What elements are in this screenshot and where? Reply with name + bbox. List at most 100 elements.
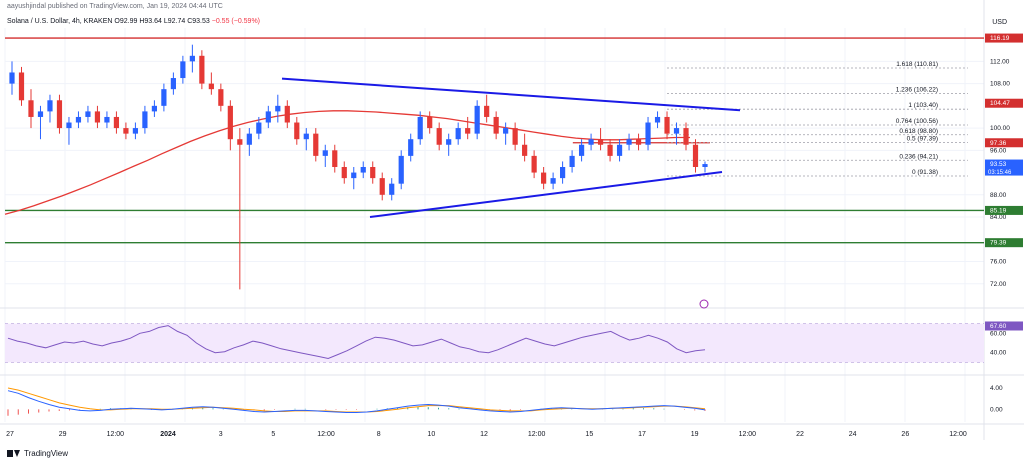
fib-level-label: 0.764 (100.56) — [896, 118, 938, 125]
time-axis-tick: 12:00 — [317, 431, 335, 438]
price-axis-tick: 72.00 — [990, 281, 1007, 288]
price-axis-tick: 76.00 — [990, 259, 1007, 266]
candle-body — [341, 167, 347, 179]
candle-body — [351, 172, 357, 179]
time-axis-tick: 17 — [638, 431, 646, 438]
candle-body — [427, 116, 433, 129]
fib-level-label: 0.236 (94.21) — [899, 153, 938, 160]
time-axis-tick: 27 — [6, 431, 14, 438]
tradingview-footer[interactable]: TradingView — [7, 449, 68, 458]
time-axis-tick: 24 — [849, 431, 857, 438]
time-axis-tick: 8 — [377, 431, 381, 438]
time-axis-tick: 12 — [480, 431, 488, 438]
symbol-name[interactable]: Solana / U.S. Dollar, 4h, KRAKEN — [7, 18, 113, 25]
time-axis-tick: 12:00 — [949, 431, 967, 438]
candle-body — [246, 133, 252, 145]
candle-body — [294, 122, 300, 140]
macd-axis-tick: 0.00 — [990, 406, 1003, 413]
candle-body — [123, 128, 129, 134]
candle-body — [588, 139, 594, 145]
publisher-header: aayushjindal published on TradingView.co… — [7, 3, 223, 10]
price-label-value: 104.47 — [990, 100, 1010, 107]
price-axis-tick: 84.00 — [990, 214, 1007, 221]
candle-body — [455, 128, 461, 140]
price-label-value: 97.36 — [990, 140, 1007, 147]
fib-level-label: 0.618 (98.80) — [899, 128, 938, 135]
macd-axis-tick: 4.00 — [990, 385, 1003, 392]
candle-body — [484, 105, 490, 117]
symbol-info: Solana / U.S. Dollar, 4h, KRAKEN O92.99 … — [7, 18, 260, 25]
candle-body — [275, 105, 281, 112]
candle-body — [541, 172, 547, 184]
time-axis-tick: 29 — [59, 431, 67, 438]
candle-body — [398, 155, 404, 184]
candle-body — [284, 105, 290, 123]
candle-body — [616, 144, 623, 156]
change-value: −0.55 (−0.59%) — [211, 18, 261, 25]
moving-average-line — [4, 110, 690, 215]
candle-body — [607, 144, 613, 156]
rsi-label-value: 67.60 — [990, 323, 1007, 330]
candle-body — [256, 122, 262, 134]
price-label-value: 79.39 — [990, 240, 1007, 247]
candle-body — [265, 111, 271, 123]
rsi-band — [5, 323, 984, 363]
candle-body — [322, 150, 328, 156]
candle-body — [503, 128, 509, 134]
time-axis-tick: 15 — [585, 431, 593, 438]
trendline — [369, 171, 723, 219]
candle-body — [151, 105, 157, 112]
candle-body — [560, 167, 566, 179]
time-axis-tick: 12:00 — [528, 431, 546, 438]
candle-body — [635, 139, 642, 145]
candle-body — [550, 178, 556, 184]
candle-body — [113, 116, 120, 129]
candle-body — [683, 128, 689, 145]
price-label-tag — [985, 238, 1023, 248]
candle-body — [37, 111, 44, 117]
close-value: C93.53 — [187, 18, 210, 25]
trendline — [281, 77, 741, 112]
fib-level-label: 0 (91.38) — [912, 169, 938, 176]
candle-body — [9, 72, 15, 84]
candle-body — [578, 144, 585, 156]
candle-body — [313, 133, 319, 156]
candle-body — [227, 105, 233, 140]
candle-body — [237, 139, 243, 145]
candle-body — [522, 144, 528, 156]
fib-level-label: 1.236 (106.22) — [896, 86, 938, 93]
candle-body — [436, 128, 442, 145]
time-axis-tick: 19 — [691, 431, 699, 438]
candle-body — [332, 150, 338, 167]
price-label-tag — [985, 33, 1023, 43]
candle-body — [170, 78, 176, 90]
candle-body — [189, 55, 195, 62]
open-value: O92.99 — [114, 18, 138, 25]
candle-body — [408, 139, 414, 156]
candle-body — [75, 116, 82, 123]
rsi-axis-tick: 40.00 — [990, 350, 1007, 357]
candle-body — [66, 122, 72, 129]
candle-body — [654, 116, 661, 123]
candle-body — [664, 116, 670, 134]
time-axis-tick: 10 — [427, 431, 435, 438]
candle-body — [28, 100, 34, 117]
time-axis-tick: 12:00 — [107, 431, 125, 438]
time-axis-tick: 26 — [901, 431, 909, 438]
price-axis-tick: 96.00 — [990, 147, 1007, 154]
time-axis-tick: 22 — [796, 431, 804, 438]
price-axis-tick: 112.00 — [990, 58, 1010, 65]
time-axis-tick: 12:00 — [739, 431, 757, 438]
high-value: H93.64 — [139, 18, 162, 25]
candle-body — [692, 144, 699, 167]
candle-body — [360, 167, 366, 173]
low-value: L92.74 — [163, 18, 186, 25]
candle-body — [180, 61, 186, 79]
alert-icon — [699, 299, 709, 309]
candle-body — [199, 55, 205, 84]
candle-body — [597, 139, 604, 145]
rsi-axis-tick: 60.00 — [990, 330, 1007, 337]
price-label-tag — [985, 98, 1023, 108]
price-axis-tick: 88.00 — [990, 192, 1007, 199]
